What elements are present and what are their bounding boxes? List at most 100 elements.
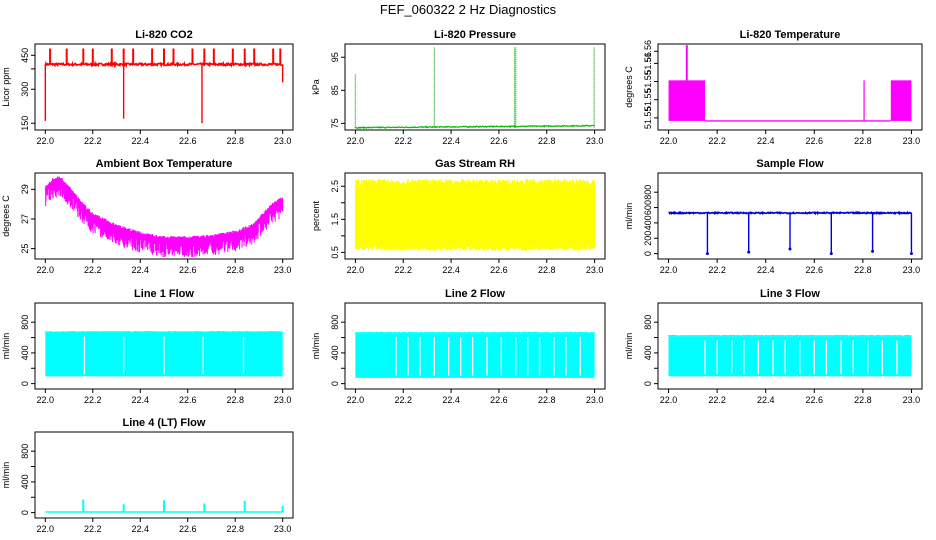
y-tick-label: 85 — [330, 85, 340, 95]
y-axis-label: degrees C — [624, 66, 634, 108]
chart-title: Li-820 CO2 — [135, 29, 192, 41]
chart-title: Ambient Box Temperature — [96, 158, 233, 170]
x-tick-label: 22.2 — [708, 136, 726, 146]
y-tick-label: 600 — [643, 200, 653, 215]
y-axis-label: ml/min — [1, 333, 11, 360]
chart-title: Li-820 Temperature — [740, 29, 841, 41]
x-tick-label: 22.6 — [806, 136, 824, 146]
x-tick-label: 22.6 — [806, 265, 824, 275]
y-tick-label: 0 — [20, 510, 30, 515]
y-tick-label: 0.5 — [330, 246, 340, 259]
y-tick-label: 400 — [643, 215, 653, 230]
y-tick-label: 2.5 — [330, 180, 340, 193]
x-tick-label: 22.6 — [490, 265, 508, 275]
chart-line4: Line 4 (LT) Flow ml/min 22.0 22.2 22.4 22.6 22… — [1, 417, 294, 534]
chart-line3: Line 3 Flow ml/min 22.0 22.2 22.4 22.6 22.8 23.… — [624, 288, 923, 405]
y-tick-label: 51.55 — [643, 107, 653, 130]
y-tick-label: 800 — [20, 315, 30, 330]
y-axis-label: kPa — [311, 79, 321, 95]
x-tick-label: 22.2 — [394, 136, 412, 146]
x-tick-label: 23.0 — [586, 395, 604, 405]
chart-panels: Li-820 CO2 Licor ppm 22.0 22.2 22.4 22.6 22.8 2… — [1, 29, 923, 534]
chart-title: Line 1 Flow — [134, 288, 194, 300]
x-tick-label: 22.6 — [179, 524, 197, 534]
x-tick-label: 22.0 — [347, 265, 365, 275]
x-tick-label: 22.8 — [226, 395, 244, 405]
series-band-top-noise — [44, 331, 284, 333]
x-tick-label: 23.0 — [586, 265, 604, 275]
y-tick-label: 800 — [643, 185, 653, 200]
series-line — [668, 210, 913, 216]
x-tick-label: 22.0 — [347, 395, 365, 405]
x-tick-label: 22.0 — [660, 265, 678, 275]
series-band — [668, 336, 912, 377]
plot-frame — [344, 172, 606, 260]
chart-title: Line 2 Flow — [445, 288, 505, 300]
y-axis-label: percent — [311, 200, 321, 231]
dip-point — [788, 247, 792, 251]
plot-frame — [344, 43, 606, 131]
y-tick-label: 75 — [330, 118, 340, 128]
y-tick-label: 800 — [643, 315, 653, 330]
chart-title: Line 3 Flow — [760, 288, 820, 300]
plot-frame — [34, 172, 294, 260]
x-tick-label: 22.8 — [854, 395, 872, 405]
chart-title: Sample Flow — [756, 158, 824, 170]
y-axis-label: degrees C — [1, 195, 11, 237]
x-tick-label: 23.0 — [903, 265, 921, 275]
series-line — [355, 124, 595, 130]
toggle-block — [890, 80, 912, 121]
plot-frame — [34, 43, 294, 131]
x-tick-label: 23.0 — [274, 136, 292, 146]
series-band-top-noise — [668, 334, 912, 337]
x-tick-label: 22.2 — [84, 265, 102, 275]
x-tick-label: 22.2 — [708, 395, 726, 405]
plot-frame — [34, 302, 294, 390]
y-tick-label: 150 — [20, 116, 30, 131]
x-tick-label: 22.0 — [37, 136, 55, 146]
x-tick-label: 22.4 — [131, 524, 149, 534]
x-tick-label: 22.4 — [442, 265, 460, 275]
plot-frame — [657, 172, 923, 260]
chart-ambient: Ambient Box Temperature degrees C 22.0 22.2… — [1, 158, 294, 275]
y-tick-label: 0 — [643, 251, 653, 256]
x-tick-label: 22.6 — [490, 136, 508, 146]
y-axis-label: ml/min — [311, 333, 321, 360]
x-tick-label: 22.0 — [347, 136, 365, 146]
x-tick-label: 22.8 — [226, 136, 244, 146]
x-tick-label: 22.0 — [660, 395, 678, 405]
chart-pressure: Li-820 Pressure kPa 22.0 22.2 22.4 22.6 22.8 23… — [311, 29, 606, 146]
x-tick-label: 22.4 — [442, 136, 460, 146]
x-tick-label: 22.0 — [660, 136, 678, 146]
y-axis-label: ml/min — [624, 333, 634, 360]
series-line — [44, 60, 284, 69]
chart-sample: Sample Flow ml/min 22.0 22.2 22.4 22.6 22.8 23.… — [624, 158, 923, 275]
x-tick-label: 23.0 — [903, 136, 921, 146]
chart-title: Line 4 (LT) Flow — [123, 417, 206, 429]
y-axis-label: ml/min — [624, 203, 634, 230]
x-tick-label: 22.2 — [84, 395, 102, 405]
series-band — [355, 333, 595, 378]
y-tick-label: 0 — [20, 381, 30, 386]
x-tick-label: 22.2 — [394, 395, 412, 405]
x-tick-label: 22.4 — [131, 136, 149, 146]
y-tick-label: 25 — [20, 244, 30, 254]
x-tick-label: 22.0 — [37, 524, 55, 534]
y-axis-label: Licor ppm — [1, 67, 11, 107]
toggle-block — [668, 80, 705, 121]
y-tick-label: 400 — [20, 345, 30, 360]
x-tick-label: 22.6 — [179, 136, 197, 146]
y-tick-label: 800 — [330, 315, 340, 330]
x-tick-label: 23.0 — [274, 265, 292, 275]
y-tick-label: 51.56 — [643, 40, 653, 63]
y-tick-label: 0 — [330, 381, 340, 386]
x-tick-label: 22.2 — [84, 136, 102, 146]
x-tick-label: 22.8 — [226, 524, 244, 534]
plot-frame — [344, 302, 606, 390]
x-tick-label: 23.0 — [274, 524, 292, 534]
y-tick-label: 400 — [643, 345, 653, 360]
plot-frame — [34, 431, 294, 519]
chart-temperature: Li-820 Temperature degrees C 22.0 22.2 22.4 2… — [624, 29, 923, 146]
dip-point — [747, 250, 751, 254]
